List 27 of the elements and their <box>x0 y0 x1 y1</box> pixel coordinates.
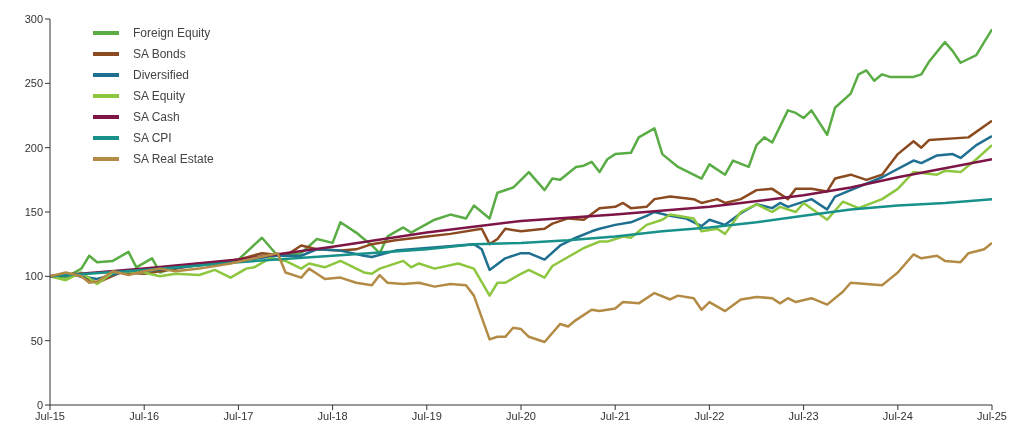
x-tick-label: Jul-19 <box>411 409 442 422</box>
line-series <box>50 241 992 344</box>
x-tick-label: Jul-17 <box>223 409 254 422</box>
legend-label: SA Cash <box>133 109 180 124</box>
y-tick-label: 300 <box>24 12 43 25</box>
legend-label: SA Bonds <box>133 46 186 61</box>
legend-label: Foreign Equity <box>133 25 211 40</box>
x-tick-label: Jul-15 <box>35 409 65 422</box>
y-tick-label: 100 <box>24 270 43 283</box>
x-tick-label: Jul-25 <box>977 409 1007 422</box>
x-tick-label: Jul-22 <box>694 409 725 422</box>
x-tick-label: Jul-24 <box>882 409 913 422</box>
y-tick-label: 50 <box>30 334 43 347</box>
x-tick-label: Jul-20 <box>506 409 536 422</box>
y-tick-label: 0 <box>36 398 43 411</box>
y-tick-label: 150 <box>24 205 43 218</box>
legend-label: SA Real Estate <box>133 151 214 166</box>
x-tick-label: Jul-21 <box>600 409 631 422</box>
legend-label: Diversified <box>133 67 190 82</box>
x-tick-label: Jul-18 <box>317 409 348 422</box>
line-series <box>50 143 992 297</box>
x-tick-label: Jul-16 <box>129 409 160 422</box>
y-tick-label: 250 <box>24 77 43 90</box>
y-tick-label: 200 <box>24 141 43 154</box>
x-tick-label: Jul-23 <box>788 409 819 422</box>
legend-label: SA Equity <box>133 88 186 103</box>
legend-label: SA CPI <box>133 130 172 145</box>
